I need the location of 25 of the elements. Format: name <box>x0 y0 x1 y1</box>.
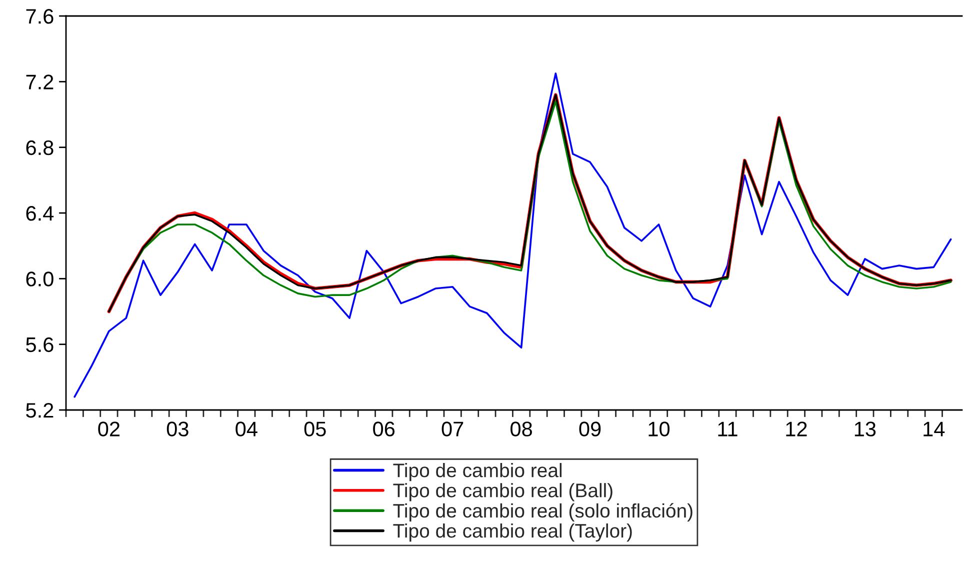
legend-label: Tipo de cambio real (Taylor) <box>393 523 632 542</box>
y-tick-label: 7.6 <box>26 9 54 24</box>
y-tick-label: 6.4 <box>26 206 54 221</box>
y-tick-label: 5.6 <box>26 337 54 352</box>
x-tick-label: 06 <box>373 422 395 436</box>
x-tick-label: 12 <box>786 422 807 436</box>
y-tick-label: 5.2 <box>26 403 54 418</box>
y-tick-label: 6.8 <box>26 140 54 156</box>
x-tick-label: 08 <box>510 422 532 436</box>
x-tick-label: 02 <box>98 422 120 436</box>
legend-label: Tipo de cambio real (solo inflación) <box>393 503 692 522</box>
x-tick-label: 03 <box>166 422 188 436</box>
legend-label: Tipo de cambio real <box>393 463 562 482</box>
y-tick-label: 6.0 <box>26 272 54 286</box>
legend-label: Tipo de cambio real (Ball) <box>393 483 612 502</box>
x-tick-label: 04 <box>236 422 258 436</box>
x-tick-label: 14 <box>924 422 945 436</box>
x-tick-label: 07 <box>442 422 464 436</box>
x-tick-label: 05 <box>304 422 326 436</box>
x-tick-label: 09 <box>579 422 601 436</box>
x-tick-label: 13 <box>854 422 876 436</box>
x-tick-label: 10 <box>648 422 670 436</box>
line-series <box>74 72 952 398</box>
y-tick-label: 7.2 <box>26 74 54 90</box>
x-tick-label: 11 <box>718 422 738 436</box>
